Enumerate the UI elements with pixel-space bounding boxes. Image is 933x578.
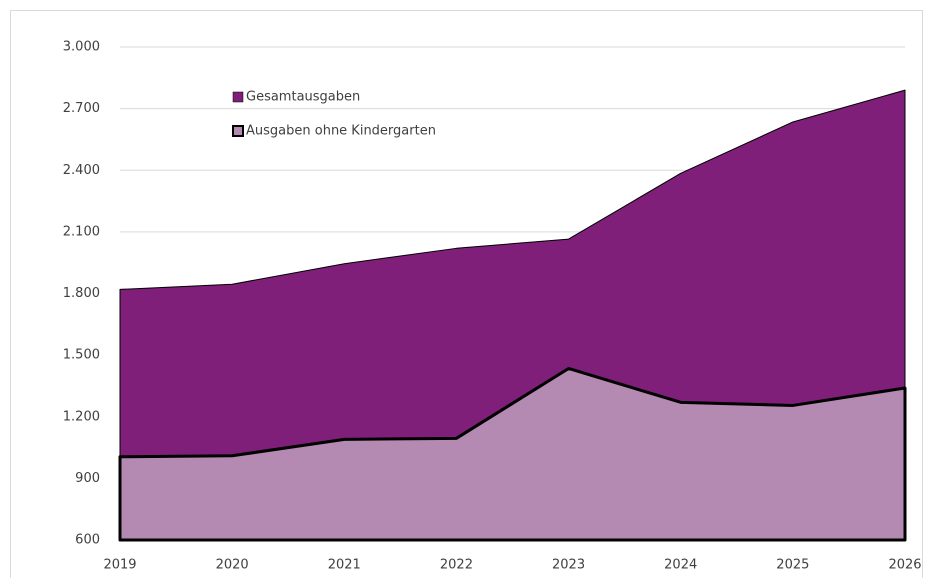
legend-swatch [232, 91, 244, 103]
y-tick-label: 1.800 [63, 286, 100, 301]
y-tick-label: 600 [75, 533, 100, 548]
x-tick-label: 2019 [103, 558, 136, 573]
x-tick-label: 2021 [328, 558, 361, 573]
x-tick-label: 2024 [664, 558, 697, 573]
y-tick-label: 2.400 [63, 163, 100, 178]
legend-label: Ausgaben ohne Kindergarten [246, 124, 436, 139]
chart-frame [10, 10, 923, 578]
x-tick-label: 2023 [552, 558, 585, 573]
legend-label: Gesamtausgaben [246, 90, 360, 105]
y-tick-label: 3.000 [63, 40, 100, 55]
y-tick-label: 2.100 [63, 224, 100, 239]
area [118, 366, 907, 542]
y-tick-label: 1.200 [63, 409, 100, 424]
x-tick-label: 2026 [888, 558, 921, 573]
y-tick-label: 900 [75, 471, 100, 486]
y-tick-label: 2.700 [63, 101, 100, 116]
x-tick-label: 2020 [216, 558, 249, 573]
legend-swatch [232, 125, 244, 137]
x-tick-label: 2022 [440, 558, 473, 573]
y-tick-label: 1.500 [63, 348, 100, 363]
x-tick-label: 2025 [776, 558, 809, 573]
